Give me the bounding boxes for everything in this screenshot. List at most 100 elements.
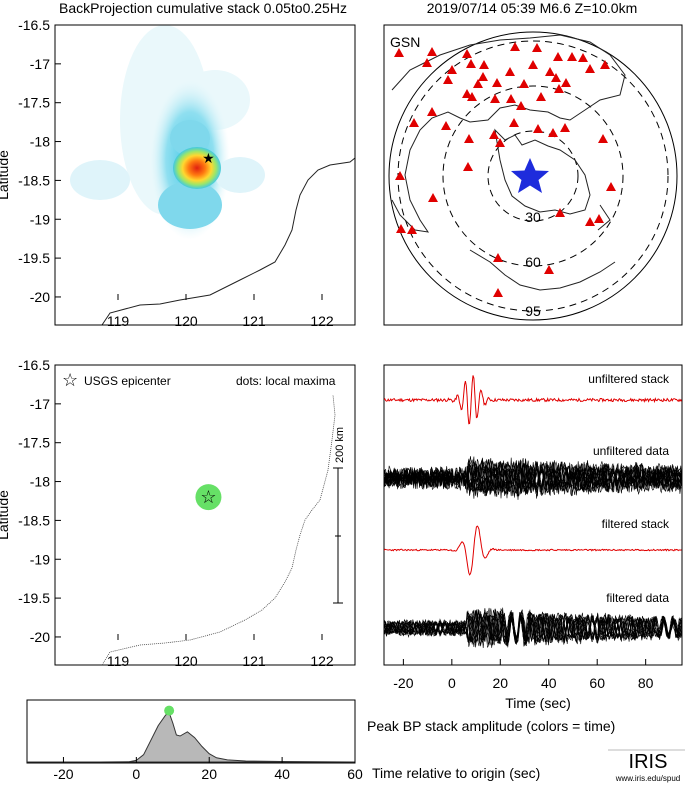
station-triangle-icon	[490, 94, 500, 103]
station-triangle-icon	[536, 92, 546, 101]
station-triangle-icon	[510, 42, 520, 51]
legend-star-icon: ☆	[62, 370, 78, 390]
top-coastline	[101, 157, 355, 325]
station-triangle-icon	[528, 60, 538, 69]
station-triangle-icon	[505, 67, 515, 76]
left-title: BackProjection cumulative stack 0.05to0.…	[59, 0, 347, 16]
local-max-ytick-label: -18	[30, 474, 50, 490]
station-triangle-icon	[396, 224, 406, 233]
station-triangle-icon	[598, 134, 608, 143]
station-triangle-icon	[532, 43, 542, 52]
globe-panel: GSN 30 60 95	[383, 24, 683, 326]
local-max-yticks: -16.5 -17 -17.5 -18 -18.5 -19 -19.5 -20	[18, 357, 61, 645]
station-triangle-icon	[555, 208, 565, 217]
ring-label-95: 95	[525, 303, 541, 319]
station-markers	[394, 42, 616, 297]
station-triangle-icon	[395, 171, 405, 180]
station-triangle-icon	[467, 92, 477, 101]
top-ytick-label: -18	[30, 134, 50, 150]
top-ytick-label: -18.5	[18, 172, 50, 188]
globe-outline	[388, 31, 678, 321]
station-triangle-icon	[441, 121, 451, 130]
filtered-data-traces	[384, 607, 682, 649]
filtered-stack-trace	[384, 525, 682, 576]
top-ytick-label: -16.5	[18, 17, 50, 33]
local-max-map-panel: ☆ ☆ USGS epicenter dots: local maxima 20…	[0, 357, 356, 669]
station-triangle-icon	[560, 123, 570, 132]
heat-cyan-south	[158, 181, 222, 229]
station-triangle-icon	[447, 65, 457, 74]
label-filtered-data: filtered data	[606, 591, 669, 605]
heat-cyan-left	[70, 160, 130, 200]
station-triangle-icon	[409, 118, 419, 127]
right-title: 2019/07/14 05:39 M6.6 Z=10.0km	[427, 0, 638, 16]
unfiltered-stack-trace	[384, 375, 682, 425]
top-ytick-label: -19	[30, 211, 50, 227]
epicenter-star-icon: ★	[202, 150, 215, 166]
peak-amplitude-panel: -20 0 20 40 60 Peak BP stack amplitude (colo…	[26, 699, 615, 782]
station-triangle-icon	[545, 67, 555, 76]
station-triangle-icon	[548, 128, 558, 137]
label-unfiltered-data: unfiltered data	[593, 444, 669, 458]
station-triangle-icon	[492, 78, 502, 87]
top-map-panel: ★ Latitude -16.5 -17 -17.5 -18 -18.5 -19 -19.5…	[0, 17, 356, 329]
logo-url: www.iris.edu/spud	[615, 774, 680, 783]
station-triangle-icon	[493, 288, 503, 297]
local-max-ytick-label: -18.5	[18, 512, 50, 528]
local-max-ytick-label: -17	[30, 396, 50, 412]
station-triangle-icon	[553, 52, 563, 61]
local-max-dot	[195, 484, 222, 511]
globe-coast-australia	[494, 128, 591, 215]
station-triangle-icon	[606, 182, 616, 191]
peak-title: Peak BP stack amplitude (colors = time)	[367, 718, 615, 734]
station-triangle-icon	[519, 79, 529, 88]
scale-bar-label: 200 km	[334, 427, 346, 463]
top-xtick-label: 119	[107, 313, 130, 329]
globe-epicenter-star-icon	[511, 158, 549, 193]
globe-coast-nz	[597, 204, 611, 231]
station-triangle-icon	[462, 89, 472, 98]
local-max-xtick-label: 119	[107, 653, 130, 669]
local-max-map-frame	[54, 364, 356, 666]
peak-xtick-label: 20	[201, 766, 217, 782]
filtered-data-trace	[384, 609, 682, 646]
usgs-epicenter-star-icon: ☆	[200, 487, 216, 507]
heat-core	[173, 147, 221, 189]
station-triangle-icon	[585, 217, 595, 226]
station-triangle-icon	[585, 64, 595, 73]
waveform-xtick-label: 20	[493, 675, 509, 691]
globe-coast-antarctica	[469, 249, 616, 291]
waveform-xtick-label: 0	[448, 675, 456, 691]
station-triangle-icon	[427, 47, 437, 56]
filtered-data-trace	[384, 609, 682, 648]
local-max-xtick-label: 121	[242, 653, 266, 669]
top-map-frame	[54, 24, 356, 326]
station-triangle-icon	[554, 84, 564, 93]
station-triangle-icon	[427, 107, 437, 116]
station-triangle-icon	[578, 53, 588, 62]
station-triangle-icon	[394, 48, 404, 57]
network-label: GSN	[390, 34, 420, 50]
heat-cyan-north	[170, 120, 210, 156]
station-triangle-icon	[509, 118, 519, 127]
top-ylabel: Latitude	[0, 150, 11, 200]
top-yticks: -16.5 -17 -17.5 -18 -18.5 -19 -19.5 -20	[18, 17, 61, 305]
peak-amplitude-area	[27, 711, 356, 763]
top-xtick-label: 122	[310, 313, 334, 329]
station-triangle-icon	[544, 265, 554, 274]
peak-xlabel: Time relative to origin (sec)	[372, 765, 540, 781]
station-triangle-icon	[594, 214, 604, 223]
station-triangle-icon	[506, 94, 516, 103]
unfiltered-data-trace	[384, 461, 682, 500]
peak-xtick-label: 40	[274, 766, 290, 782]
peak-xtick-label: -20	[53, 766, 73, 782]
station-triangle-icon	[478, 72, 488, 81]
local-max-xticks: 119 120 121 122	[107, 634, 334, 669]
station-triangle-icon	[600, 60, 610, 69]
unfiltered-data-traces	[384, 456, 682, 500]
station-triangle-icon	[407, 225, 417, 234]
station-triangle-icon	[516, 101, 526, 110]
top-xtick-label: 121	[242, 313, 266, 329]
station-triangle-icon	[464, 134, 474, 143]
